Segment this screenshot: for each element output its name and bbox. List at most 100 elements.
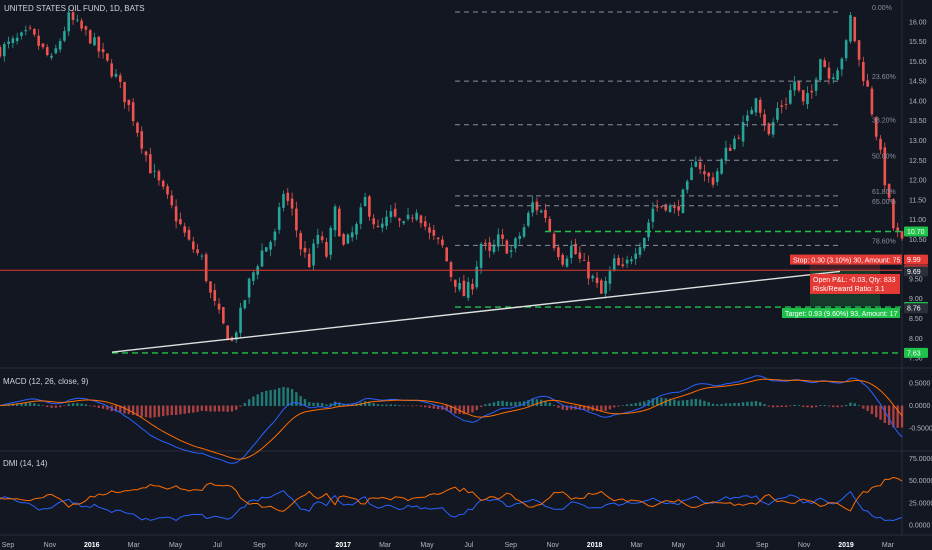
macd-histogram-bar [505,401,509,407]
price-axis-tag-label: 7.63 [907,350,921,357]
candle-body [252,272,255,281]
macd-histogram-bar [140,405,143,417]
macd-histogram-bar [58,405,62,408]
candle-body [153,170,156,172]
macd-tick-label: 0.0000 [909,403,931,410]
time-axis-label: Mar [379,542,392,549]
macd-histogram-bar [329,403,332,407]
price-tick-label: 8.00 [909,336,923,343]
macd-histogram-bar [698,399,702,407]
candle-body [819,59,822,80]
macd-histogram-bar [780,405,783,408]
candle-body [505,240,509,254]
candle-body [853,16,857,42]
candle-body [2,44,6,57]
macd-histogram-bar [797,405,801,407]
candle-body [273,231,277,241]
macd-histogram-bar [462,405,466,415]
time-axis-label: Mar [630,542,643,549]
candle-body [363,197,367,207]
macd-histogram-bar [398,405,401,407]
macd-histogram-bar [239,405,242,407]
time-axis-label: May [672,542,686,549]
price-tick-label: 15.50 [909,39,927,46]
candle-body [647,222,650,238]
macd-histogram-bar [720,404,723,407]
macd-histogram-bar [694,398,698,407]
candle-body [887,184,891,198]
price-tick-label: 7.50 [909,356,923,363]
target-label-box [782,308,900,319]
dmi-tick-label: 25.0000 [909,500,932,507]
macd-histogram-bar [277,388,281,407]
macd-histogram-bar [613,405,616,408]
candle-body [342,234,345,245]
macd-histogram-bar [119,405,122,413]
candle-body [174,206,178,222]
macd-histogram-bar [269,390,272,407]
macd-histogram-bar [183,405,186,414]
macd-histogram-bar [385,404,388,407]
candle-body [681,189,685,214]
candle-body [797,80,801,91]
candle-body [226,325,229,341]
candle-body [299,232,302,250]
macd-histogram-bar [565,405,569,411]
price-axis-tag-label: 9.69 [907,269,921,276]
macd-histogram-bar [836,405,839,408]
macd-histogram-bar [235,405,238,410]
candle-body [561,254,564,265]
macd-histogram-bar [20,402,23,407]
price-axis-tag [904,303,928,314]
candle-body [398,218,401,221]
macd-histogram-bar [595,405,599,412]
candle-body [441,239,444,246]
candle-body [612,258,616,271]
time-axis-label: 2016 [84,542,100,549]
candle-body [591,275,595,279]
macd-histogram-bar [376,404,380,407]
macd-histogram-bar [131,405,135,416]
price-tick-label: 8.50 [909,316,923,323]
stop-zone [810,259,880,271]
candle-body [84,26,88,30]
candle-body [41,43,45,48]
candle-body [368,196,371,217]
candle-body [350,232,354,238]
macd-histogram-bar [853,403,856,407]
candle-body [428,227,431,233]
macd-histogram-bar [793,404,796,407]
price-tick-label: 13.50 [909,118,927,125]
candle-body [372,218,375,225]
price-tick-label: 10.50 [909,237,927,244]
candle-body [874,117,878,137]
candle-body [746,115,749,122]
macd-histogram-bar [466,405,470,414]
candle-body [780,105,784,107]
macd-histogram-bar [604,405,607,411]
candle-body [707,172,711,177]
macd-histogram-bar [37,404,40,407]
macd-histogram-bar [531,398,534,407]
candle-body [445,247,449,262]
macd-histogram-bar [746,401,749,407]
macd-histogram-bar [372,403,375,407]
price-tick-label: 12.50 [909,158,927,165]
candle-body [758,99,762,113]
candle-body [200,255,204,257]
candle-body [183,226,186,233]
macd-histogram-bar [638,402,642,407]
macd-histogram-bar [866,405,869,411]
macd-histogram-bar [458,405,461,414]
candle-body [144,151,148,156]
macd-histogram-bar [655,397,659,407]
macd-histogram-bar [432,405,436,409]
macd-histogram-bar [114,405,118,412]
time-axis-label: Sep [756,542,769,549]
candle-body [346,234,350,244]
candle-body [479,243,483,268]
macd-histogram-bar [338,402,341,407]
macd-histogram-bar [316,402,320,407]
time-axis-label: Nov [295,542,308,549]
